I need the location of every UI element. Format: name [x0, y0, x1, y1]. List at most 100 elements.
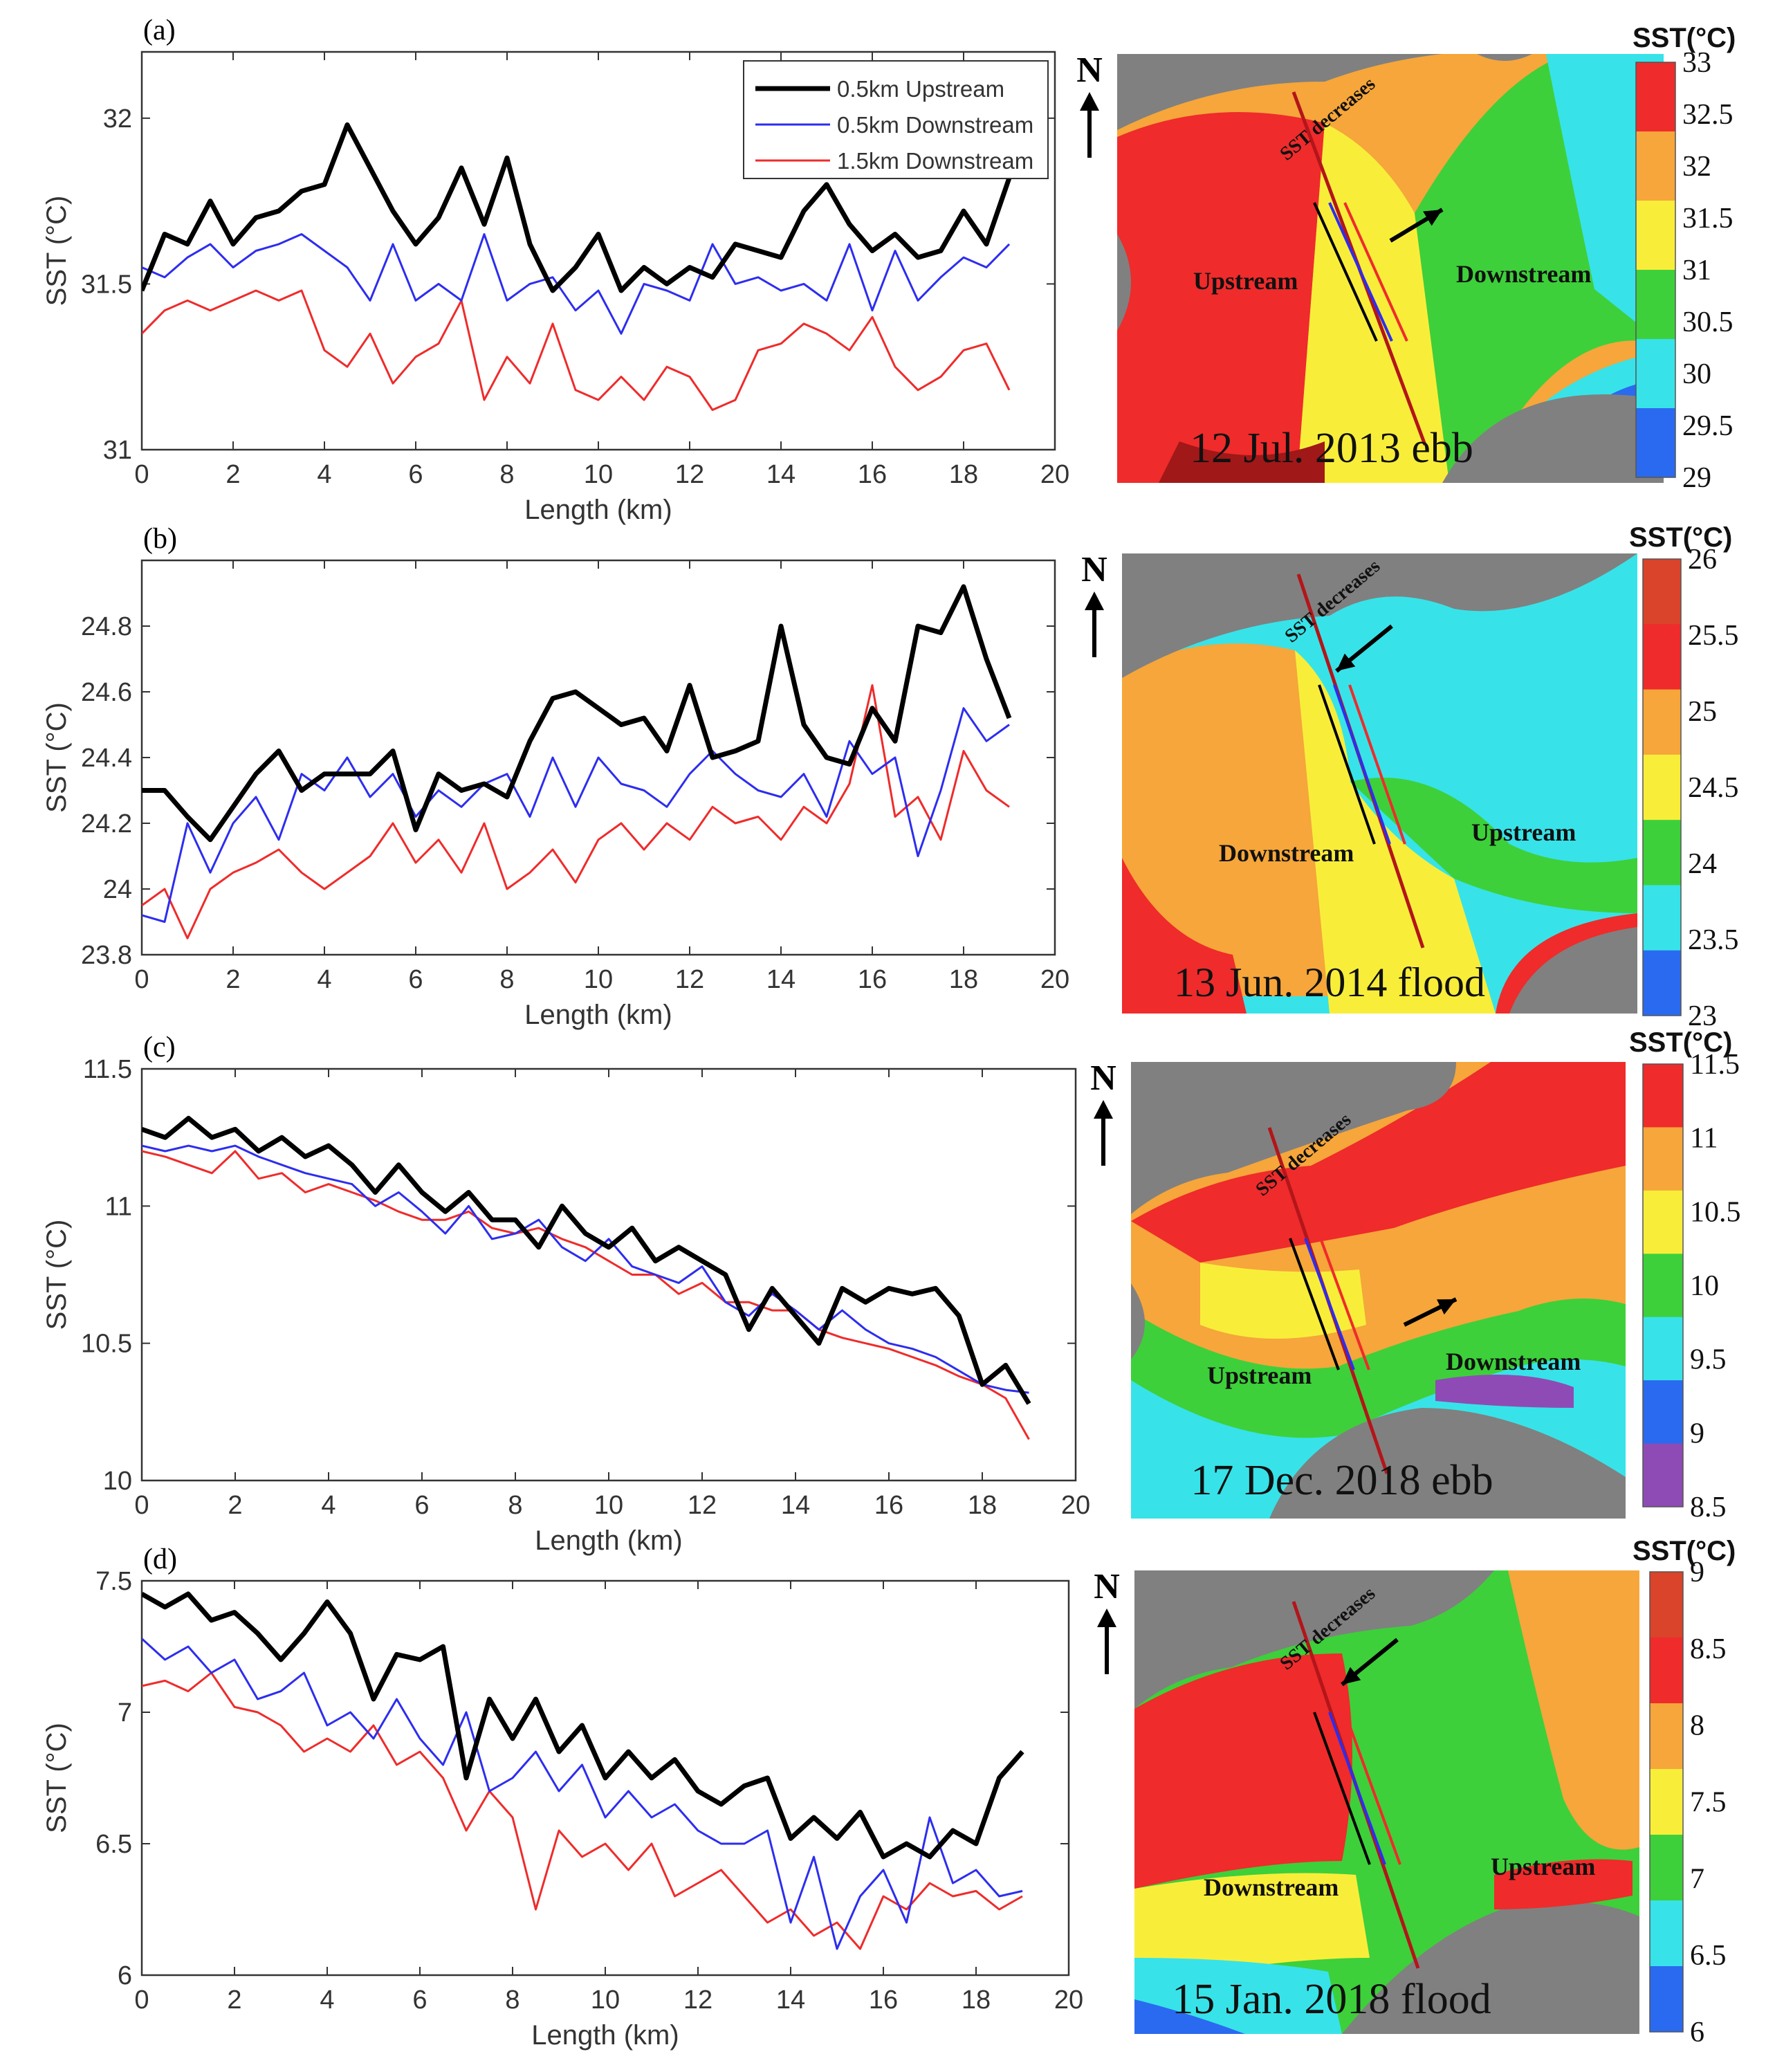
colorbar-tick-label: 30 [1682, 358, 1711, 390]
x-tick-label: 18 [962, 1986, 991, 2015]
map-region [1122, 643, 1330, 996]
y-axis-label: SST (°C) [42, 196, 72, 306]
map-region [1117, 234, 1131, 331]
colorbar-swatch [1650, 1769, 1683, 1835]
x-axis-label: Length (km) [535, 1525, 682, 1556]
colorbar-swatch [1643, 950, 1681, 1016]
flow-arrow-icon [1389, 208, 1444, 243]
map-region [1295, 650, 1496, 1014]
x-tick-label: 10 [584, 965, 613, 994]
map-region [1122, 858, 1247, 1014]
colorbar-tick-label: 8.5 [1690, 1492, 1727, 1523]
map-region [1508, 1570, 1639, 1850]
map-region [1134, 1873, 1370, 1986]
series-line-0-5km-upstream [142, 122, 1012, 293]
sst-map-3 [1131, 1062, 1626, 1519]
north-label: N [1094, 1567, 1120, 1606]
colorbar-tick-label: 24 [1688, 848, 1717, 880]
transect-line [1328, 1712, 1386, 1865]
legend-entry: 1.5km Downstream [837, 148, 1033, 174]
series-line-1-5km-downstream [142, 289, 1011, 411]
plot-frame [140, 1067, 1077, 1482]
panel-label: (a) [143, 15, 176, 46]
map-region [1442, 394, 1664, 483]
colorbar-swatch [1643, 1380, 1683, 1445]
map-region [1131, 1062, 1626, 1263]
y-tick-label: 24.8 [81, 612, 132, 641]
y-tick-label: 24 [103, 875, 132, 904]
map-region [1131, 1062, 1456, 1214]
x-tick-label: 4 [320, 1986, 334, 2015]
chart-3: 0 2 4 6 8 10 12 14 16 18 20 10 10.5 11 11.5 Length (km)… [42, 1032, 1090, 1556]
map-region [1131, 1283, 1145, 1359]
map-region [1200, 1263, 1366, 1339]
series-line-0-5km-upstream [142, 1115, 1031, 1405]
y-tick-label: 6.5 [95, 1830, 132, 1859]
colorbar-swatch [1643, 689, 1681, 755]
map-region [1477, 54, 1532, 61]
colorbar: 11.5 11 10.5 10 9.5 9 8.5 SST(°C) [1629, 1027, 1741, 1523]
colorbar-tick-label: 7 [1690, 1863, 1704, 1895]
transect-line [1318, 684, 1376, 845]
x-tick-label: 4 [321, 1491, 335, 1520]
map-caption: 17 Dec. 2018 ebb [1190, 1457, 1493, 1504]
colorbar-tick-label: 33 [1682, 47, 1711, 79]
x-tick-label: 2 [228, 1491, 242, 1520]
x-tick-label: 18 [949, 460, 978, 489]
north-arrow-icon [1080, 92, 1099, 158]
colorbar-tick-label: 8.5 [1690, 1633, 1727, 1665]
x-tick-label: 4 [317, 965, 331, 994]
colorbar-swatch [1650, 1966, 1683, 2033]
colorbar-tick-label: 30.5 [1682, 306, 1734, 338]
colorbar-swatch [1643, 1254, 1683, 1318]
colorbar-tick-label: 32 [1682, 151, 1711, 183]
x-tick-label: 2 [226, 965, 240, 994]
colorbar-swatch [1643, 624, 1681, 690]
legend-entry: 0.5km Downstream [837, 112, 1033, 138]
series-line-0-5km-downstream [142, 707, 1010, 923]
transect-line [1313, 1712, 1371, 1865]
x-tick-label: 16 [869, 1986, 898, 2015]
y-axis-label: SST (°C) [42, 1220, 72, 1330]
y-tick-label: 31 [103, 436, 132, 465]
map-region [1342, 1900, 1639, 2034]
x-tick-label: 10 [591, 1986, 620, 2015]
panel-label: (b) [143, 523, 177, 555]
colorbar-tick-label: 9 [1690, 1418, 1704, 1449]
colorbar-swatch [1636, 62, 1675, 132]
series-line-0-5km-downstream [142, 1144, 1029, 1394]
colorbar-tick-label: 23.5 [1688, 924, 1739, 956]
colorbar: 26 25.5 25 24.5 24 23.5 23 SST(°C) [1629, 522, 1739, 1032]
y-tick-label: 6 [118, 1961, 132, 1990]
colorbar-swatch [1650, 1835, 1683, 1901]
flow-arrow-icon [1335, 624, 1393, 673]
x-tick-label: 10 [594, 1491, 623, 1520]
series-line-0-5km-upstream [142, 584, 1012, 843]
transect-line [1333, 684, 1391, 845]
map-region [1546, 54, 1664, 345]
x-tick-label: 2 [226, 460, 240, 489]
series-line-0-5km-downstream [142, 1638, 1023, 1950]
panel-label: (c) [143, 1032, 176, 1063]
x-tick-label: 6 [408, 965, 423, 994]
map-caption: 13 Jun. 2014 flood [1174, 960, 1485, 1005]
map-region [1134, 1653, 1352, 1889]
chart-1: 0 2 4 6 8 10 12 14 16 18 20 31 31.5 32 Length (km) SST … [42, 15, 1069, 525]
x-tick-label: 20 [1040, 965, 1069, 994]
region-label-right: Upstream [1471, 818, 1576, 846]
sst-map-2 [1122, 553, 1637, 1014]
map-region [1435, 1375, 1574, 1408]
colorbar-tick-label: 7.5 [1690, 1787, 1727, 1819]
colorbar-swatch [1650, 1638, 1683, 1704]
x-tick-label: 0 [134, 460, 149, 489]
legend: 0.5km Upstream 0.5km Downstream 1.5km Down… [743, 60, 1049, 179]
x-tick-label: 8 [505, 1986, 519, 2015]
flow-arrow-icon [1341, 1638, 1399, 1687]
colorbar-swatch [1643, 559, 1681, 625]
map-caption: 15 Jan. 2018 flood [1172, 1976, 1491, 2023]
colorbar-swatch [1636, 339, 1675, 409]
colorbar-tick-label: 29.5 [1682, 410, 1734, 442]
colorbar-swatch [1636, 131, 1675, 201]
sst-map-4 [1134, 1570, 1639, 2034]
y-tick-label: 31.5 [81, 270, 132, 299]
